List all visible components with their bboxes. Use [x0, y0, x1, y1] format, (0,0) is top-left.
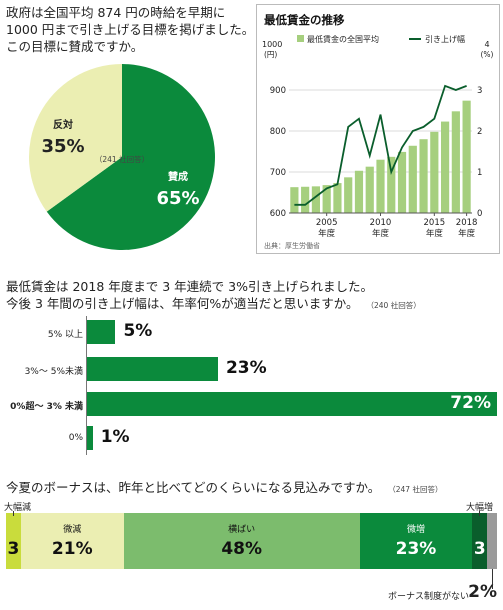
- wage-bar: [440, 121, 450, 213]
- y-right-tick-label: 0: [477, 209, 482, 219]
- stack-segment: 3: [472, 513, 488, 569]
- stack-segment: 微増 23%: [359, 513, 473, 569]
- trend-right-unit: (%): [481, 50, 494, 59]
- wage-bar: [397, 151, 407, 213]
- pie-label-yes: 賛成: [168, 170, 188, 183]
- x-tick-sublabel: 年度: [426, 228, 444, 239]
- legend-bar-swatch: [297, 35, 304, 42]
- wage-bar: [344, 177, 353, 213]
- stack-segment-value: 3: [473, 539, 486, 559]
- wage-bar: [451, 111, 460, 213]
- wage-bar: [419, 139, 428, 213]
- stack-segment-label: 横ばい: [228, 525, 256, 535]
- stack-segment: 微減 21%: [20, 513, 124, 569]
- q1-question-line: 政府は全国平均 874 円の時給を早期に: [6, 5, 226, 20]
- q2-question: 最低賃金は 2018 年度まで 3 年連続で 3%引き上げられました。 今後 3…: [6, 278, 501, 314]
- legend-bar-label: 最低賃金の全国平均: [307, 34, 379, 44]
- hbar-bar: [87, 320, 116, 344]
- increase-rate-line: [294, 84, 467, 206]
- stack-segment: 3: [6, 513, 21, 569]
- trend-left-unit: (円): [264, 50, 277, 59]
- hbar-category-label: 3%～ 5%未満: [24, 367, 83, 377]
- q1-question-line: 1000 円まで引き上げる目標を掲げました。: [6, 22, 255, 37]
- stack-segment: 横ばい 48%: [123, 513, 360, 569]
- hbar-value-label: 1%: [100, 427, 130, 447]
- q2-respondents: （240 社回答）: [366, 301, 421, 310]
- q1-question: 政府は全国平均 874 円の時給を早期に 1000 円まで引き上げる目標を掲げま…: [6, 4, 256, 55]
- x-tick-sublabel: 年度: [372, 228, 390, 239]
- pie-value-no: 35%: [41, 136, 84, 157]
- wage-bar: [301, 186, 310, 213]
- trend-right-unit-top: 4: [484, 40, 489, 49]
- wage-bar: [333, 183, 342, 213]
- stack-segment: [487, 513, 497, 569]
- trend-left-unit-top: 1000: [262, 40, 282, 49]
- stack-segment-value: 3: [7, 539, 20, 559]
- hbar-bar: [87, 392, 497, 416]
- y-left-tick-label: 900: [270, 86, 286, 96]
- q2-question-line: 最低賃金は 2018 年度まで 3 年連続で 3%引き上げられました。: [6, 279, 373, 294]
- x-tick-label: 2010: [370, 218, 392, 228]
- hbar-bar: [87, 426, 93, 450]
- stack-leader-line: [12, 511, 14, 516]
- stack-segment-label: 微減: [63, 525, 82, 535]
- wage-bar: [311, 186, 321, 213]
- q1-question-line: この目標に賛成ですか。: [6, 39, 144, 54]
- hbar-category-label: 0%: [68, 433, 83, 443]
- q1-respondents: （241 社回答）: [95, 154, 149, 164]
- pie-slice-yes: [46, 64, 216, 250]
- q2-question-text: 今後 3 年間の引き上げ幅は、年率何%が適当だと思いますか。: [6, 296, 359, 311]
- stack-outside-label: 大幅減: [4, 503, 32, 513]
- hbar-category-label: 0%超～ 3% 未満: [10, 402, 83, 412]
- wage-bar: [376, 159, 385, 213]
- hbar-value-label: 23%: [225, 358, 267, 378]
- trend-title: 最低賃金の推移: [264, 13, 345, 27]
- q2-question-line: 今後 3 年間の引き上げ幅は、年率何%が適当だと思いますか。 （240 社回答）: [6, 295, 501, 314]
- wage-bar: [387, 156, 396, 213]
- trend-source: 出典：厚生労働省: [264, 241, 320, 250]
- x-tick-sublabel: 年度: [458, 228, 476, 239]
- stack-segment-label: 微増: [406, 525, 425, 535]
- q1-pie-chart: （241 社回答） 賛成 65% 反対 35%: [28, 64, 216, 250]
- x-tick-label: 2005: [316, 218, 338, 228]
- pie-label-no: 反対: [53, 118, 73, 131]
- q3-respondents: （247 社回答）: [388, 485, 443, 494]
- wage-bar: [462, 100, 471, 213]
- wage-bar: [408, 145, 417, 213]
- wage-bar: [365, 166, 374, 213]
- y-left-tick-label: 700: [270, 168, 286, 178]
- pie-slice-no: [28, 64, 122, 212]
- trend-chart-panel: 最低賃金の推移 1000 (円) 4 (%) 最低賃金の全国平均 引き上げ幅 6…: [256, 4, 500, 254]
- stack-segment-value: 23%: [395, 539, 437, 559]
- wage-bar: [290, 187, 299, 213]
- stack-segment-value: 21%: [51, 539, 93, 559]
- y-left-tick-label: 600: [270, 209, 286, 219]
- stack-outside-label: 大幅増: [465, 503, 493, 513]
- stack-outside-label: ボーナス制度がない: [387, 592, 469, 602]
- wage-bar: [322, 185, 331, 213]
- stack-outside-value: 2%: [468, 582, 497, 602]
- q3-question-text: 今夏のボーナスは、昨年と比べてどのくらいになる見込みですか。: [6, 480, 381, 495]
- x-tick-label: 2018: [456, 218, 478, 228]
- stack-segment-value: 48%: [221, 539, 263, 559]
- hbar-value-label: 72%: [450, 393, 491, 413]
- y-right-tick-label: 1: [477, 168, 482, 178]
- hbar-axis-line: [86, 316, 87, 455]
- trend-chart: 最低賃金の推移 1000 (円) 4 (%) 最低賃金の全国平均 引き上げ幅 6…: [262, 13, 494, 250]
- hbar-category-label: 5% 以上: [47, 330, 83, 340]
- pie-value-yes: 65%: [156, 188, 199, 209]
- wage-bar: [430, 131, 439, 213]
- x-tick-label: 2015: [424, 218, 446, 228]
- y-right-tick-label: 3: [477, 86, 482, 96]
- stack-leader-line: [491, 569, 493, 589]
- stack-leader-line: [479, 511, 481, 516]
- q3-question: 今夏のボーナスは、昨年と比べてどのくらいになる見込みですか。 （247 社回答）: [6, 479, 501, 498]
- legend-line-label: 引き上げ幅: [425, 34, 465, 44]
- wage-bar: [354, 170, 364, 213]
- y-right-tick-label: 2: [477, 127, 482, 137]
- x-tick-sublabel: 年度: [318, 228, 336, 239]
- hbar-value-label: 5%: [123, 321, 153, 341]
- hbar-bar: [87, 357, 218, 381]
- y-left-tick-label: 800: [270, 127, 286, 137]
